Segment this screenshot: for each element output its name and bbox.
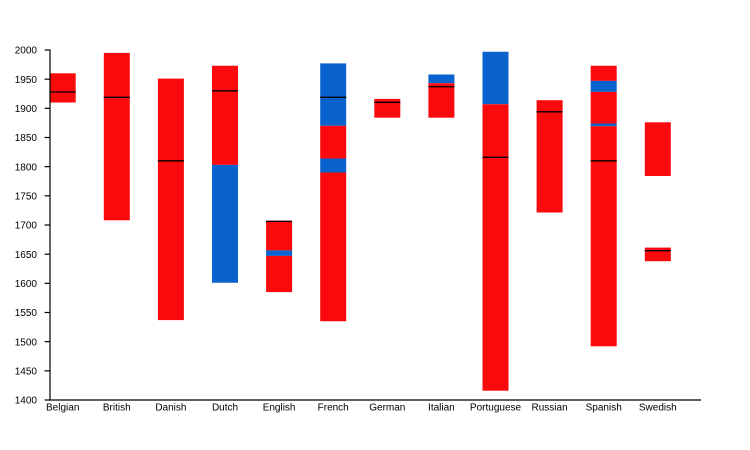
svg-text:Swedish: Swedish	[639, 403, 677, 414]
svg-text:1850: 1850	[15, 133, 38, 144]
svg-text:1650: 1650	[15, 250, 38, 261]
svg-text:Portuguese: Portuguese	[470, 403, 522, 414]
svg-text:1750: 1750	[15, 191, 38, 202]
svg-text:1600: 1600	[15, 279, 38, 290]
svg-text:1450: 1450	[15, 366, 38, 377]
svg-text:Belgian: Belgian	[46, 403, 79, 414]
svg-text:Spanish: Spanish	[586, 403, 622, 414]
svg-text:2000: 2000	[15, 46, 38, 57]
svg-text:British: British	[103, 403, 131, 414]
svg-text:English: English	[263, 403, 296, 414]
svg-text:1900: 1900	[15, 104, 38, 115]
svg-text:Russian: Russian	[532, 403, 568, 414]
svg-text:1700: 1700	[15, 221, 38, 232]
svg-text:1950: 1950	[15, 75, 38, 86]
svg-text:Italian: Italian	[428, 403, 455, 414]
svg-text:1800: 1800	[15, 162, 38, 173]
svg-text:1400: 1400	[15, 396, 38, 407]
svg-text:French: French	[318, 403, 349, 414]
svg-text:1500: 1500	[15, 337, 38, 348]
svg-text:Danish: Danish	[155, 403, 186, 414]
svg-text:1550: 1550	[15, 308, 38, 319]
svg-text:German: German	[369, 403, 405, 414]
svg-text:Dutch: Dutch	[212, 403, 238, 414]
